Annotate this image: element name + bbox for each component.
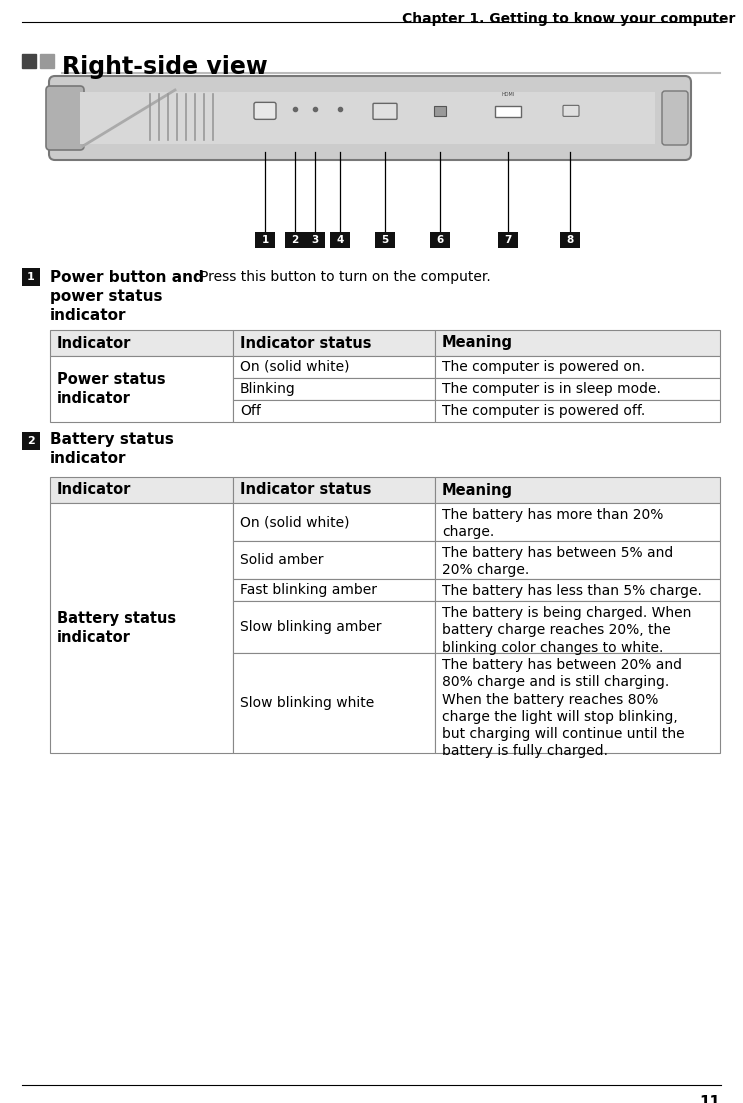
Bar bbox=[430, 232, 450, 248]
Bar bbox=[233, 476, 435, 503]
Text: Battery status
indicator: Battery status indicator bbox=[57, 611, 176, 645]
Text: 11: 11 bbox=[699, 1095, 720, 1103]
Bar bbox=[233, 601, 435, 653]
Bar bbox=[233, 356, 435, 378]
Bar bbox=[255, 232, 275, 248]
Bar bbox=[233, 540, 435, 579]
Bar bbox=[40, 54, 54, 68]
Bar bbox=[435, 400, 720, 422]
Bar bbox=[22, 54, 36, 68]
Text: Blinking: Blinking bbox=[240, 382, 296, 396]
Bar bbox=[435, 601, 720, 653]
FancyBboxPatch shape bbox=[254, 103, 276, 119]
Bar bbox=[495, 106, 521, 117]
Text: Slow blinking amber: Slow blinking amber bbox=[240, 620, 381, 634]
Text: Chapter 1. Getting to know your computer: Chapter 1. Getting to know your computer bbox=[402, 12, 735, 26]
FancyBboxPatch shape bbox=[49, 76, 691, 160]
Bar bbox=[22, 432, 40, 450]
Text: HDMI: HDMI bbox=[502, 93, 515, 97]
Text: Meaning: Meaning bbox=[442, 335, 513, 351]
Bar bbox=[305, 232, 325, 248]
Bar bbox=[233, 653, 435, 753]
Text: Indicator: Indicator bbox=[57, 482, 132, 497]
Text: Press this button to turn on the computer.: Press this button to turn on the compute… bbox=[200, 270, 490, 283]
Bar bbox=[50, 356, 233, 422]
Text: Slow blinking white: Slow blinking white bbox=[240, 696, 374, 710]
Bar bbox=[233, 400, 435, 422]
Text: Meaning: Meaning bbox=[442, 482, 513, 497]
Bar bbox=[50, 330, 233, 356]
Text: Indicator status: Indicator status bbox=[240, 335, 372, 351]
Text: The battery has more than 20%
charge.: The battery has more than 20% charge. bbox=[442, 508, 663, 539]
Bar bbox=[498, 232, 518, 248]
Bar bbox=[435, 653, 720, 753]
Bar bbox=[435, 540, 720, 579]
Text: 2: 2 bbox=[291, 235, 299, 245]
Bar bbox=[435, 476, 720, 503]
Bar bbox=[435, 356, 720, 378]
Text: Solid amber: Solid amber bbox=[240, 553, 323, 567]
Bar bbox=[233, 378, 435, 400]
Text: On (solid white): On (solid white) bbox=[240, 515, 349, 529]
Text: 1: 1 bbox=[27, 272, 35, 282]
Text: 2: 2 bbox=[27, 436, 35, 446]
Bar bbox=[233, 579, 435, 601]
Text: The computer is powered off.: The computer is powered off. bbox=[442, 404, 645, 418]
Text: Power button and
power status
indicator: Power button and power status indicator bbox=[50, 270, 204, 323]
FancyBboxPatch shape bbox=[563, 106, 579, 116]
Text: 6: 6 bbox=[436, 235, 444, 245]
Text: The battery is being charged. When
battery charge reaches 20%, the
blinking colo: The battery is being charged. When batte… bbox=[442, 606, 692, 654]
Bar bbox=[285, 232, 305, 248]
Bar bbox=[435, 378, 720, 400]
Bar bbox=[375, 232, 395, 248]
Text: 8: 8 bbox=[566, 235, 574, 245]
Bar bbox=[80, 92, 655, 144]
Text: Power status
indicator: Power status indicator bbox=[57, 372, 166, 406]
Text: The battery has between 20% and
80% charge and is still charging.
When the batte: The battery has between 20% and 80% char… bbox=[442, 658, 684, 759]
Bar bbox=[435, 503, 720, 540]
Text: The computer is in sleep mode.: The computer is in sleep mode. bbox=[442, 382, 661, 396]
Text: 5: 5 bbox=[381, 235, 389, 245]
FancyBboxPatch shape bbox=[662, 92, 688, 144]
Bar bbox=[560, 232, 580, 248]
Bar bbox=[435, 579, 720, 601]
Bar bbox=[435, 330, 720, 356]
Text: Fast blinking amber: Fast blinking amber bbox=[240, 583, 377, 597]
Text: The battery has between 5% and
20% charge.: The battery has between 5% and 20% charg… bbox=[442, 546, 673, 577]
Text: Battery status
indicator: Battery status indicator bbox=[50, 432, 174, 467]
Text: 4: 4 bbox=[337, 235, 344, 245]
Text: 7: 7 bbox=[504, 235, 512, 245]
Text: Off: Off bbox=[240, 404, 261, 418]
Bar bbox=[50, 503, 233, 753]
Bar bbox=[233, 330, 435, 356]
Text: Indicator status: Indicator status bbox=[240, 482, 372, 497]
Text: The computer is powered on.: The computer is powered on. bbox=[442, 360, 645, 374]
Bar bbox=[22, 268, 40, 286]
Bar bbox=[233, 503, 435, 540]
FancyBboxPatch shape bbox=[373, 104, 397, 119]
Text: On (solid white): On (solid white) bbox=[240, 360, 349, 374]
Bar bbox=[330, 232, 350, 248]
Text: The battery has less than 5% charge.: The battery has less than 5% charge. bbox=[442, 583, 702, 598]
Text: Indicator: Indicator bbox=[57, 335, 132, 351]
Text: Right-side view: Right-side view bbox=[62, 55, 267, 79]
Text: 1: 1 bbox=[262, 235, 269, 245]
Bar bbox=[434, 106, 446, 116]
Bar bbox=[50, 476, 233, 503]
Text: 3: 3 bbox=[311, 235, 319, 245]
FancyBboxPatch shape bbox=[46, 86, 84, 150]
